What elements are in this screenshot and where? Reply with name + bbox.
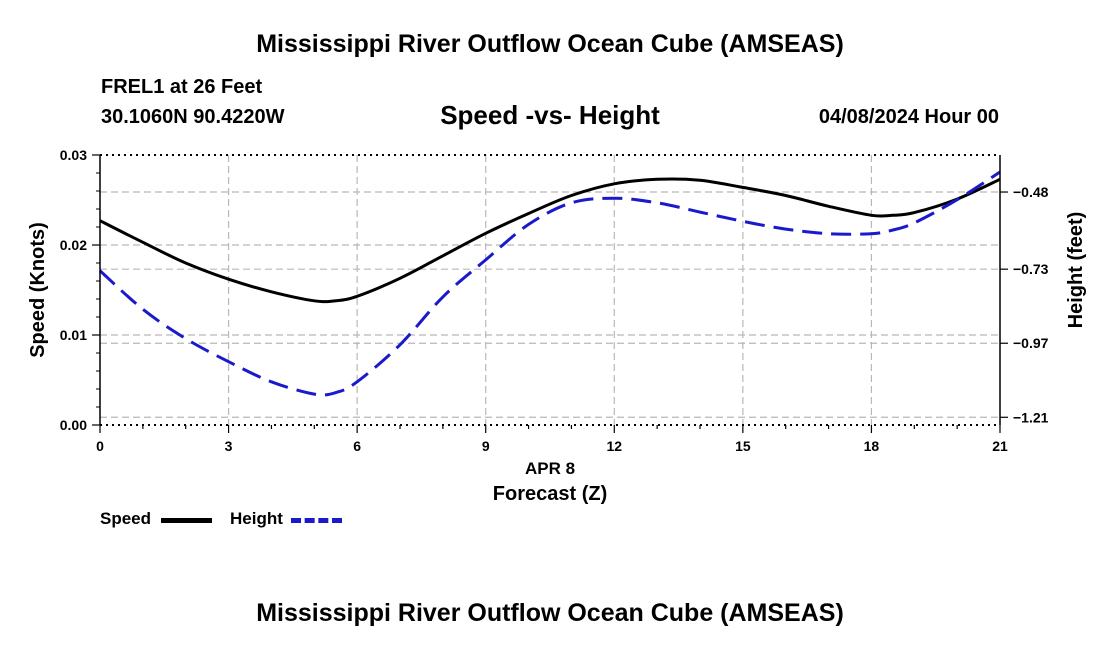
y2-tick-label: −0.48 xyxy=(1013,184,1049,200)
y2-axis-title: Height (feet) xyxy=(1065,212,1087,329)
x-tick-label: 15 xyxy=(735,438,751,454)
coordinates-label: 30.1060N 90.4220W xyxy=(101,106,285,128)
chart-title: Speed -vs- Height xyxy=(440,100,660,130)
legend-speed-label: Speed xyxy=(100,509,152,528)
legend-height-label: Height xyxy=(230,509,283,528)
x-tick-label: 12 xyxy=(606,438,622,454)
y-axis-title: Speed (Knots) xyxy=(27,222,49,358)
series-line-height xyxy=(98,170,1001,397)
grid-lines xyxy=(100,155,1000,425)
main-title: Mississippi River Outflow Ocean Cube (AM… xyxy=(256,30,844,58)
x-tick-label: 21 xyxy=(992,438,1008,454)
x-date-label: APR 8 xyxy=(525,459,575,478)
y2-tick-label: −0.97 xyxy=(1013,335,1049,351)
series-line-speed xyxy=(99,177,1001,304)
x-tick-label: 18 xyxy=(864,438,880,454)
legend-speed-swatch xyxy=(161,518,212,523)
x-tick-label: 9 xyxy=(482,438,490,454)
y2-tick-label: −0.73 xyxy=(1013,261,1049,277)
y-tick-label: 0.02 xyxy=(60,237,87,253)
series-layer xyxy=(98,170,1001,397)
forecast-datetime: 04/08/2024 Hour 00 xyxy=(818,106,999,128)
axes-layer: 0 3 6 9 12 15 18 21 0.00 0.01 0.02 0.03 −0.48 −0.73 −0… xyxy=(27,147,1087,505)
x-tick-label: 0 xyxy=(96,438,104,454)
x-tick-label: 3 xyxy=(225,438,233,454)
y-tick-label: 0.00 xyxy=(60,417,87,433)
x-tick-label: 6 xyxy=(353,438,361,454)
y-tick-label: 0.01 xyxy=(60,327,87,343)
station-label: FREL1 at 26 Feet xyxy=(101,76,263,98)
y-tick-label: 0.03 xyxy=(60,147,87,163)
y2-tick-label: −1.21 xyxy=(1013,409,1049,425)
bottom-title: Mississippi River Outflow Ocean Cube (AM… xyxy=(256,599,844,627)
speed-height-chart: 0 3 6 9 12 15 18 21 0.00 0.01 0.02 0.03 −0.48 −0.73 −0… xyxy=(27,147,1087,505)
x-axis-title: Forecast (Z) xyxy=(493,483,607,505)
legend-height-swatch xyxy=(291,518,342,523)
